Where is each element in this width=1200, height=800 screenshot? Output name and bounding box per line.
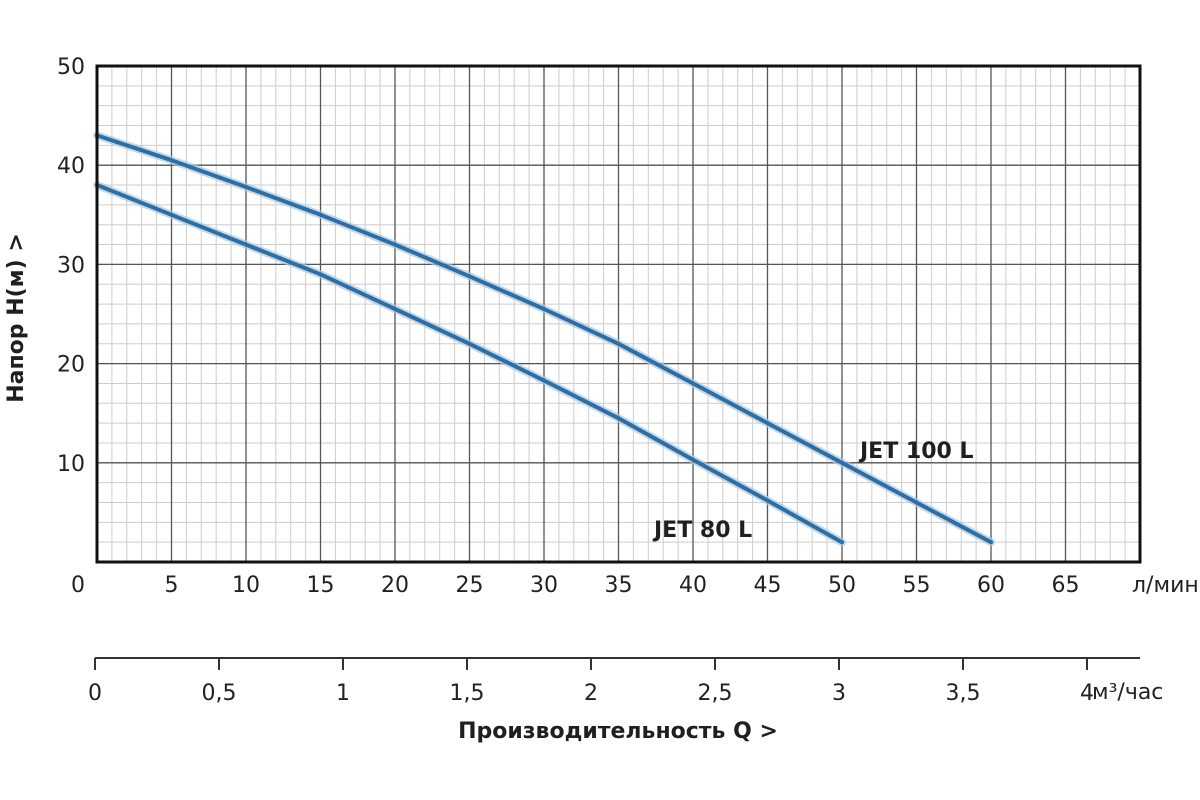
secondary-tick-label: 4 <box>1080 681 1094 706</box>
x-tick-label: 50 <box>828 573 856 598</box>
secondary-tick-label: 2,5 <box>698 681 733 706</box>
y-tick-label: 50 <box>57 55 85 80</box>
secondary-tick-label: 0,5 <box>202 681 237 706</box>
data-point-jet-80-l <box>765 498 770 503</box>
data-point-jet-80-l <box>691 457 695 462</box>
secondary-tick-label: 3,5 <box>946 681 981 706</box>
secondary-x-axis: 0 0,5 1 1,5 2 2,5 3 3,5 4 <box>88 657 1140 706</box>
x-tick-label: 55 <box>903 573 931 598</box>
x-tick-label: 0 <box>71 573 85 598</box>
plot-frame <box>95 64 1142 564</box>
secondary-tick-label: 1,5 <box>450 681 485 706</box>
data-point-jet-100-l <box>840 460 844 465</box>
x-tick-label: 30 <box>530 573 558 598</box>
x-tick-label: 20 <box>381 573 409 598</box>
data-point-jet-80-l <box>393 307 397 312</box>
plot-border <box>95 64 1142 564</box>
data-point-jet-80-l <box>467 341 472 346</box>
x-tick-label: 25 <box>456 573 484 598</box>
x-tick-label: 65 <box>1052 573 1080 598</box>
x-tick-label: 15 <box>307 573 335 598</box>
x2-unit-label: м³/час <box>1092 680 1163 705</box>
secondary-tick-label: 1 <box>336 681 350 706</box>
data-point-jet-100-l <box>169 158 174 163</box>
y-axis-title: Напор H(м) > <box>4 233 29 403</box>
secondary-tick-label: 3 <box>832 681 846 706</box>
data-point-jet-100-l <box>616 341 621 346</box>
x-tick-label: 35 <box>605 573 633 598</box>
x-tick-label: 10 <box>232 573 260 598</box>
y-tick-labels: 10 20 30 40 50 <box>57 55 85 477</box>
series-layer <box>93 131 995 547</box>
data-point-jet-80-l <box>616 416 621 421</box>
y-tick-label: 40 <box>57 154 85 179</box>
data-point-jet-80-l <box>244 242 248 247</box>
data-point-jet-100-l <box>914 500 919 505</box>
data-point-jet-80-l <box>840 540 844 545</box>
x-unit-label: л/мин <box>1132 573 1199 598</box>
data-point-jet-80-l <box>542 378 546 383</box>
x-tick-label: 60 <box>977 573 1005 598</box>
secondary-tick-label: 0 <box>88 681 102 706</box>
x-tick-label: 45 <box>754 573 782 598</box>
data-point-jet-100-l <box>765 421 770 426</box>
data-point-jet-100-l <box>393 242 397 247</box>
y-tick-label: 20 <box>57 353 85 378</box>
data-point-jet-80-l <box>169 212 174 217</box>
data-point-jet-80-l <box>318 272 323 277</box>
x-tick-label: 40 <box>679 573 707 598</box>
data-point-jet-100-l <box>244 185 248 190</box>
x-tick-labels: 0 5 10 15 20 25 30 35 40 45 50 55 60 65 <box>71 573 1080 598</box>
data-point-jet-100-l <box>318 212 323 217</box>
secondary-tick-label: 2 <box>584 681 598 706</box>
series-label-jet-100: JET 100 L <box>858 439 973 464</box>
y-tick-label: 10 <box>57 452 85 477</box>
data-point-jet-100-l <box>542 307 546 312</box>
series-label-jet-80: JET 80 L <box>652 518 752 543</box>
data-point-jet-100-l <box>989 540 993 545</box>
y-tick-label: 30 <box>57 253 85 278</box>
x-tick-label: 5 <box>165 573 179 598</box>
data-point-jet-100-l <box>467 274 472 279</box>
x-axis-title: Производительность Q > <box>458 719 778 744</box>
data-point-jet-100-l <box>691 381 695 386</box>
